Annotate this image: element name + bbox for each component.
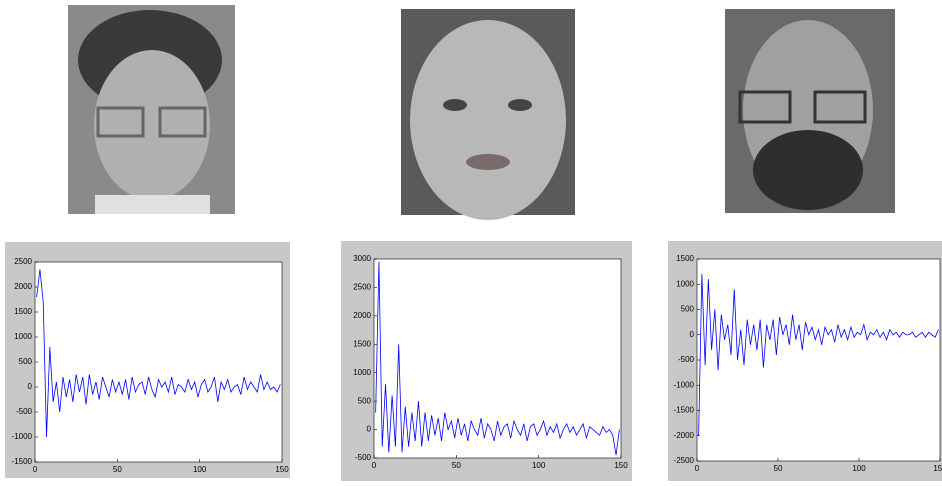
y-tick-label: 2000	[353, 311, 371, 320]
x-tick-label: 0	[33, 465, 38, 474]
chart: -1500 -1000 -500 0 500 1000 1500 2000 2500 0 50 100…	[5, 242, 290, 478]
y-tick-label: 1000	[676, 279, 694, 288]
x-tick-label: 50	[774, 464, 783, 473]
y-tick-label: 1500	[14, 307, 32, 316]
plot-area	[697, 259, 940, 461]
y-tick-label: 1000	[14, 332, 32, 341]
y-tick-label: 2000	[14, 282, 32, 291]
x-tick-label: 100	[852, 464, 866, 473]
y-tick-label: 2500	[14, 257, 32, 266]
x-tick-label: 50	[452, 461, 461, 470]
y-tick-label: 500	[19, 357, 33, 366]
y-tick-label: -1500	[12, 457, 33, 466]
x-tick-label: 0	[372, 461, 377, 470]
y-tick-label: -1000	[12, 432, 33, 441]
y-tick-label: -2000	[674, 431, 695, 440]
y-tick-label: 2500	[353, 283, 371, 292]
face-photo	[725, 9, 895, 213]
y-tick-label: 1000	[353, 368, 371, 377]
x-tick-label: 50	[113, 465, 122, 474]
y-tick-label: 1500	[676, 254, 694, 263]
page: {"chart_data": [ {"type": "line", "xlim"…	[0, 0, 942, 481]
y-tick-label: -1500	[674, 406, 695, 415]
plot-area	[35, 262, 282, 462]
chart: -2500 -2000 -1500 -1000 -500 0 500 1000 1500 0 50 1…	[668, 241, 942, 481]
y-tick-label: 500	[681, 305, 695, 314]
y-tick-label: -2500	[674, 456, 695, 465]
x-tick-label: 100	[532, 461, 546, 470]
y-tick-label: -1000	[674, 380, 695, 389]
y-tick-label: -500	[678, 355, 695, 364]
x-tick-label: 150	[275, 465, 289, 474]
y-tick-label: -500	[16, 407, 33, 416]
x-tick-label: 0	[695, 464, 700, 473]
y-tick-label: 500	[358, 396, 372, 405]
face-photo	[68, 5, 235, 214]
x-tick-label: 150	[614, 461, 628, 470]
x-tick-label: 100	[193, 465, 207, 474]
y-tick-label: 3000	[353, 254, 371, 263]
x-tick-label: 150	[933, 464, 942, 473]
y-tick-label: 0	[28, 382, 33, 391]
y-tick-label: 1500	[353, 339, 371, 348]
y-tick-label: 0	[690, 330, 695, 339]
y-tick-label: 0	[367, 425, 372, 434]
figure: -1500-1000-50005001000150020002500050100…	[0, 0, 942, 481]
y-tick-label: -500	[355, 453, 372, 462]
face-photo	[401, 9, 575, 220]
